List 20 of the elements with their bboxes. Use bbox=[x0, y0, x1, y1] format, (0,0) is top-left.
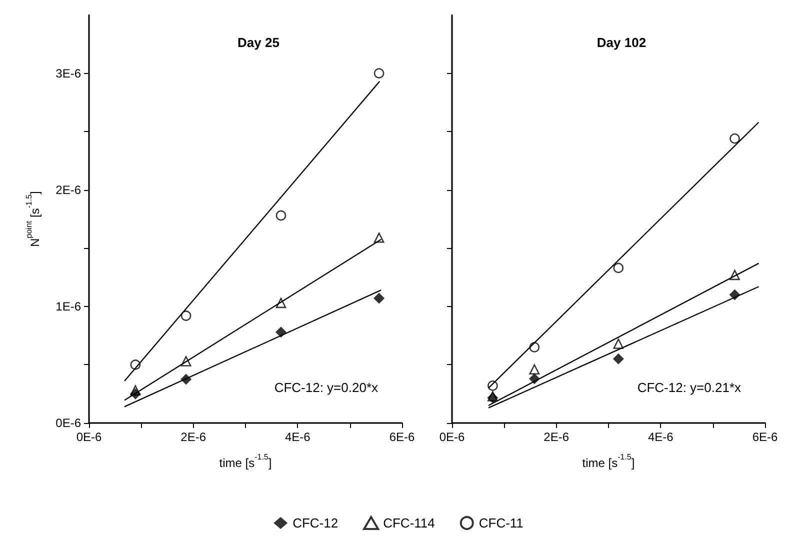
legend-label: CFC-114 bbox=[383, 516, 435, 530]
x-tick-label: 0E-6 bbox=[439, 430, 465, 444]
x-tick-label: 6E-6 bbox=[389, 430, 415, 444]
legend-label: CFC-12 bbox=[292, 516, 338, 530]
x-tick-label: 4E-6 bbox=[284, 430, 311, 444]
y-axis-title: Npoint [s-1.5] bbox=[24, 191, 42, 247]
x-tick-label: 6E-6 bbox=[752, 430, 778, 444]
text: Day 102 bbox=[596, 35, 646, 50]
x-tick-label: 2E-6 bbox=[544, 430, 570, 444]
legend-label: CFC-11 bbox=[478, 516, 524, 530]
y-tick-label: 2E-6 bbox=[56, 182, 82, 197]
y-tick-label: 3E-6 bbox=[56, 66, 82, 80]
annotation: CFC-12: y=0.20*x bbox=[274, 380, 378, 395]
x-tick-label: 2E-6 bbox=[180, 430, 206, 444]
annotation: CFC-12: y=0.21*x bbox=[637, 380, 742, 395]
y-tick-label: 0E-6 bbox=[56, 416, 82, 430]
y-tick-label: 1E-6 bbox=[56, 299, 82, 314]
x-tick-label: 4E-6 bbox=[648, 430, 674, 444]
text: Day 25 bbox=[238, 35, 280, 50]
x-tick-label: 0E-6 bbox=[76, 430, 102, 444]
